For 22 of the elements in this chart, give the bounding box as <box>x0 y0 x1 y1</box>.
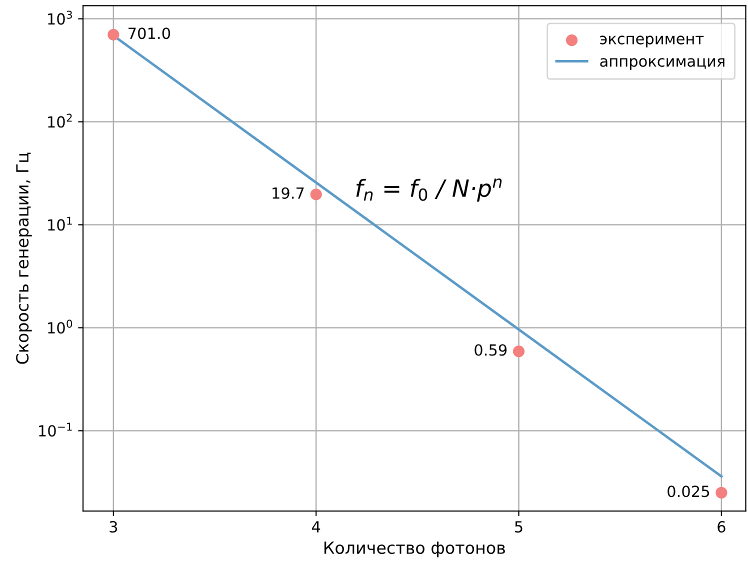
data-label: 701.0 <box>128 28 170 40</box>
point <box>310 188 322 200</box>
data-label: 0.025 <box>668 486 709 498</box>
y-tick-label: 10$^{2}$ <box>48 114 72 128</box>
data-label: 0.59 <box>474 344 507 356</box>
annotation: f$_{n}$ = f$_{0}$ / N·p$^{n}$ <box>356 178 502 202</box>
x-tick-label: 5 <box>515 521 522 533</box>
point <box>716 486 728 499</box>
x-tick-label: 6 <box>718 521 726 533</box>
point <box>512 346 525 358</box>
y-tick-label: 10$^{−1}$ <box>39 422 72 437</box>
y-axis-title: Скорость генерации, Гц <box>16 152 32 364</box>
x-tick-label: 3 <box>110 521 118 533</box>
legend-label: аппроксимация <box>600 58 724 70</box>
y-tick-label: 10$^{3}$ <box>48 10 72 25</box>
point <box>108 28 120 40</box>
y-tick-label: 10$^{1}$ <box>48 216 72 231</box>
x-tick-label: 4 <box>312 521 320 532</box>
legend-label: эксперимент <box>600 36 704 48</box>
data-label: 19.7 <box>272 187 304 199</box>
y-tick-label: 10$^{0}$ <box>48 320 72 334</box>
x-axis-title: Количество фотонов <box>324 542 505 558</box>
